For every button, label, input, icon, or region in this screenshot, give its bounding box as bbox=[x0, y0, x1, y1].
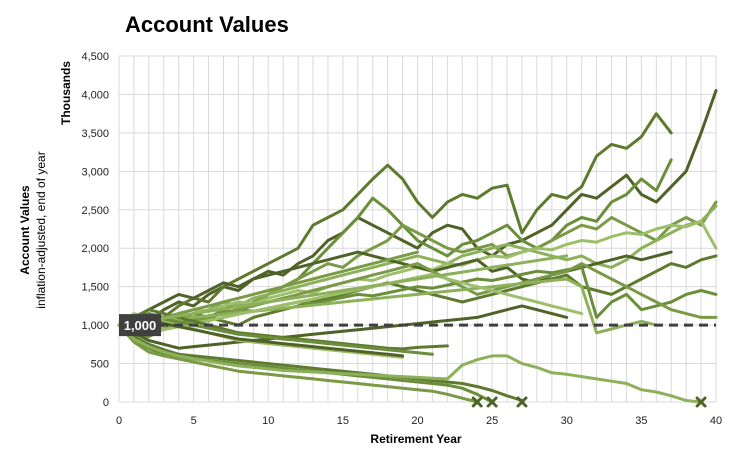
series-line bbox=[117, 89, 718, 327]
x-tick-label: 30 bbox=[561, 415, 573, 427]
y-axis-title: Account Values bbox=[18, 185, 32, 275]
gridlines bbox=[118, 55, 717, 403]
series-line bbox=[117, 323, 479, 404]
series-line bbox=[117, 304, 569, 350]
x-tick-label: 0 bbox=[116, 415, 122, 427]
chart-title: Account Values bbox=[125, 12, 289, 37]
series-layer bbox=[117, 89, 718, 404]
y-tick-label: 3,500 bbox=[81, 128, 109, 140]
x-tick-label: 35 bbox=[635, 415, 647, 427]
series-line bbox=[117, 277, 658, 335]
y-tick-label: 3,000 bbox=[81, 166, 109, 178]
y-axis-ticks: 0 500 1,000 1,500 2,000 2,500 3,000 3,500 4,000 4… bbox=[81, 51, 109, 409]
depletion-marker-icon bbox=[486, 396, 498, 408]
series-line bbox=[117, 200, 718, 335]
depletion-marker-icon bbox=[471, 396, 483, 408]
x-axis-ticks: 0 5 10 15 20 25 30 35 40 bbox=[116, 415, 722, 427]
x-tick-label: 20 bbox=[411, 415, 423, 427]
y-tick-label: 1,000 bbox=[81, 320, 109, 332]
reference-label-box bbox=[119, 314, 161, 337]
x-tick-label: 15 bbox=[337, 415, 349, 427]
x-tick-label: 40 bbox=[710, 415, 722, 427]
x-tick-label: 10 bbox=[262, 415, 274, 427]
reference-label: 1,000 bbox=[124, 318, 157, 333]
x-axis-title: Retirement Year bbox=[370, 432, 461, 446]
y-unit-label: Thousands bbox=[59, 61, 73, 125]
y-tick-label: 4,500 bbox=[81, 51, 109, 63]
x-tick-label: 25 bbox=[486, 415, 498, 427]
x-tick-label: 5 bbox=[191, 415, 197, 427]
series-line bbox=[117, 315, 434, 356]
series-line bbox=[117, 112, 673, 327]
y-tick-label: 500 bbox=[91, 359, 109, 371]
depletion-marker-icon bbox=[516, 396, 528, 408]
depletion-marker-icon bbox=[695, 396, 707, 408]
y-tick-label: 0 bbox=[103, 397, 109, 409]
series-line bbox=[117, 323, 703, 404]
series-line bbox=[117, 254, 569, 327]
series-line bbox=[117, 312, 405, 359]
y-tick-label: 1,500 bbox=[81, 282, 109, 294]
y-tick-label: 2,000 bbox=[81, 243, 109, 255]
y-axis-subtitle: inflation-adjusted, end of year bbox=[34, 151, 48, 308]
series-line bbox=[117, 254, 718, 331]
y-tick-label: 2,500 bbox=[81, 205, 109, 217]
series-line bbox=[117, 323, 524, 402]
depletion-markers bbox=[471, 396, 707, 408]
y-tick-label: 4,000 bbox=[81, 89, 109, 101]
